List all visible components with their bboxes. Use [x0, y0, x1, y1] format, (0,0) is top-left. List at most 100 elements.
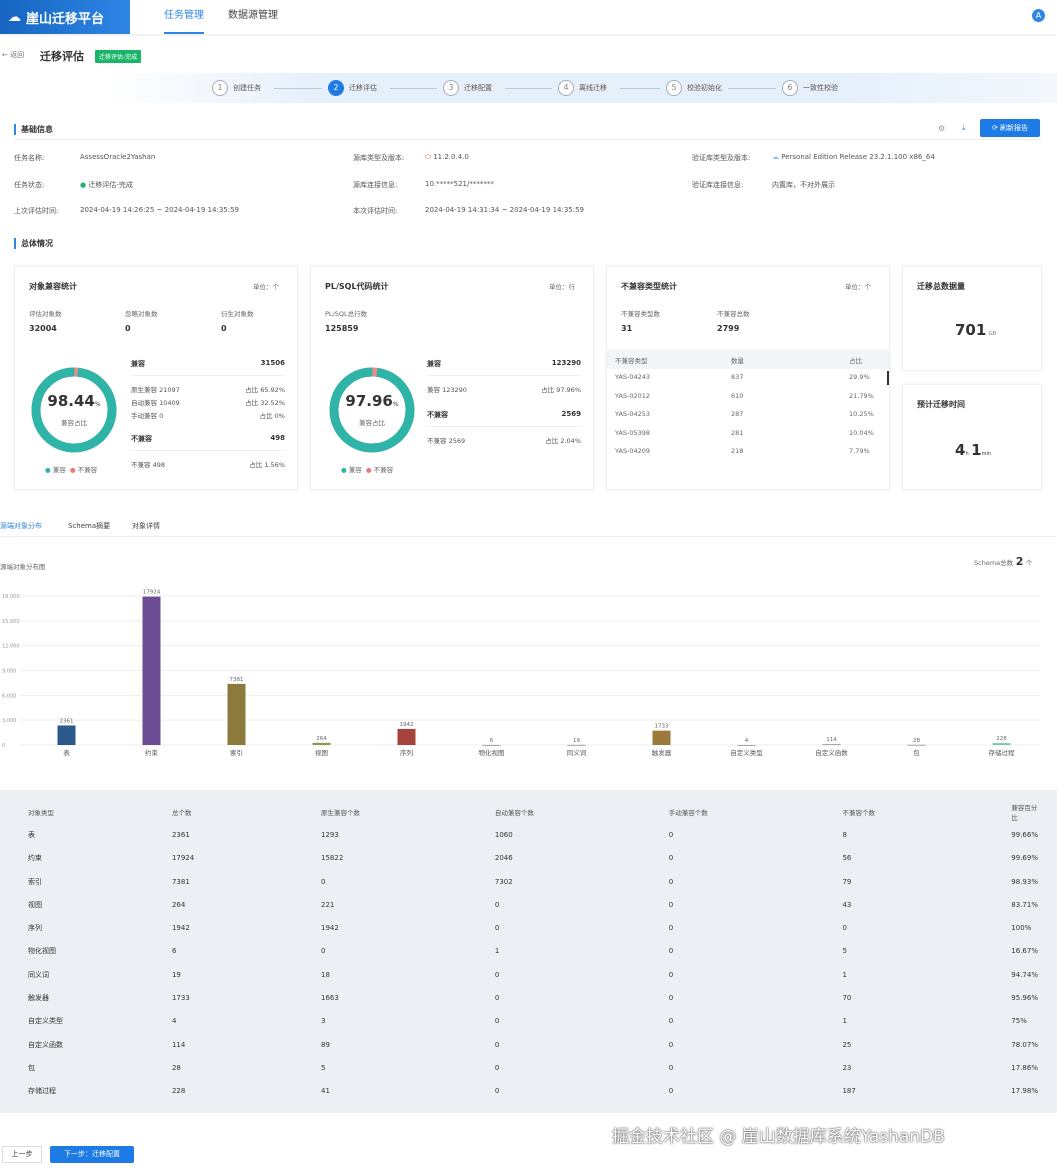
incompat-cell: 287: [731, 410, 744, 418]
compat-row: 自动兼容 10409 占比 32.52%: [131, 394, 285, 407]
compat-total: 31506: [260, 359, 285, 367]
table-cell: 表: [28, 830, 35, 839]
bar-value-label: 2361: [60, 718, 74, 724]
settings-icon[interactable]: ⚙: [938, 124, 946, 133]
step-2[interactable]: 2 迁移评估: [328, 80, 377, 96]
download-icon[interactable]: ⤓: [962, 123, 966, 132]
incompat-total: 498: [270, 434, 285, 442]
tab-schema-summary[interactable]: Schema摘要: [68, 522, 111, 530]
percent-unit: %: [392, 401, 399, 408]
table-row: 视图 264 221 0 0 43 83.71%: [28, 893, 1038, 916]
bar[interactable]: [142, 596, 161, 745]
x-tick-label: 视图: [315, 748, 328, 757]
stat-label: 忽略对象数: [125, 310, 158, 318]
bar[interactable]: [567, 744, 586, 746]
field-label: 验证库类型及版本:: [692, 154, 751, 162]
step-1[interactable]: 1 创建任务: [212, 80, 261, 96]
next-step-button[interactable]: 下一步：迁移配置: [50, 1146, 134, 1163]
compat-title: 兼容: [131, 360, 145, 368]
page-title: 迁移评估: [40, 50, 84, 63]
card-title: 不兼容类型统计: [621, 282, 677, 291]
incompat-cell: 218: [731, 447, 744, 455]
table-cell: 1733: [171, 994, 190, 1003]
field-label: 任务名称:: [14, 154, 45, 162]
bar[interactable]: [737, 744, 756, 746]
tab-object-details[interactable]: 对象详情: [132, 522, 160, 530]
compat-label: 兼容占比: [61, 419, 87, 427]
step-number: 6: [782, 80, 798, 96]
scrollbar[interactable]: [887, 371, 889, 385]
table-cell: 100%: [1011, 924, 1032, 933]
step-5[interactable]: 5 校验初始化: [666, 80, 722, 96]
table-cell: 2361: [171, 830, 190, 839]
table-cell: 3: [321, 1017, 326, 1026]
nav-task-management[interactable]: 任务管理: [164, 0, 204, 34]
table-cell: 7302: [494, 877, 513, 886]
column-header: 手动兼容个数: [668, 808, 708, 817]
table-cell: 约束: [28, 854, 42, 863]
column-header: 不兼容个数: [842, 808, 875, 817]
table-cell: 95.96%: [1011, 994, 1038, 1003]
table-cell: 同义词: [28, 970, 49, 979]
table-cell: 0: [668, 947, 674, 956]
bar[interactable]: [822, 744, 841, 746]
incompat-cell: YAS-04253: [615, 410, 651, 418]
table-cell: 1663: [321, 994, 339, 1003]
table-cell: 0: [668, 994, 674, 1003]
step-number: 5: [666, 80, 682, 96]
chart-title: 源端对象分布图: [0, 563, 46, 571]
table-cell: 43: [842, 900, 852, 909]
bar[interactable]: [992, 743, 1011, 745]
table-cell: 0: [494, 1087, 500, 1096]
y-tick-label: 12,000: [2, 644, 20, 650]
prev-step-button[interactable]: 上一步: [2, 1146, 42, 1163]
refresh-report-button[interactable]: ⟳ 刷新报告: [980, 119, 1040, 137]
compat-percent: 98.44: [47, 392, 95, 410]
table-cell: 6: [171, 947, 177, 956]
step-label: 迁移评估: [349, 84, 377, 92]
table-cell: 221: [321, 900, 335, 909]
bar[interactable]: [482, 744, 501, 746]
x-tick-label: 存储过程: [989, 748, 1016, 757]
cloud-icon: ☁: [8, 9, 21, 25]
compat-label: 兼容占比: [359, 419, 385, 427]
avatar[interactable]: A: [1032, 9, 1045, 22]
bar[interactable]: [397, 728, 416, 745]
table-cell: 1942: [321, 924, 339, 933]
incompat-cell: 10.25%: [849, 410, 874, 418]
y-tick-label: 18,000: [2, 594, 20, 600]
compat-percent: 97.96: [345, 392, 393, 410]
x-tick-label: 物化视图: [479, 748, 505, 757]
bar[interactable]: [312, 742, 331, 745]
back-button[interactable]: ← 返回: [2, 51, 25, 59]
incompat-row-pct: 占比 2.04%: [545, 437, 581, 445]
table-cell: 0: [494, 1017, 500, 1026]
bar[interactable]: [652, 730, 671, 745]
bar[interactable]: [57, 725, 76, 745]
step-3[interactable]: 3 迁移配置: [443, 80, 492, 96]
bar-value-label: 4: [745, 738, 749, 744]
table-cell: 8: [842, 830, 847, 839]
nav-datasource-management[interactable]: 数据源管理: [228, 10, 278, 21]
logo[interactable]: ☁ 崖山迁移平台: [0, 0, 130, 34]
table-cell: 79: [842, 877, 852, 886]
step-label: 一致性校验: [803, 84, 838, 92]
step-4[interactable]: 4 离线迁移: [558, 80, 607, 96]
legend-compat: 兼容: [348, 466, 362, 474]
table-cell: 16.67%: [1011, 947, 1038, 956]
table-cell: 19: [171, 970, 181, 979]
incompat-row-label: 不兼容 2569: [427, 437, 466, 445]
bar[interactable]: [907, 744, 926, 746]
table-cell: 0: [494, 924, 500, 933]
tab-source-distribution[interactable]: 源端对象分布: [0, 521, 42, 537]
hours-unit: h: [965, 451, 969, 457]
bar-value-label: 28: [913, 738, 920, 744]
incompat-total: 2569: [561, 410, 581, 418]
incompat-row-pct: 占比 1.56%: [249, 461, 285, 469]
card-title: 迁移总数据量: [917, 282, 965, 291]
bar-value-label: 1733: [655, 724, 669, 730]
table-row: 物化视图 6 0 1 0 5 16.67%: [28, 940, 1038, 963]
bar[interactable]: [227, 683, 246, 745]
step-6[interactable]: 6 一致性校验: [782, 80, 838, 96]
compat-donut-chart: [31, 367, 117, 453]
